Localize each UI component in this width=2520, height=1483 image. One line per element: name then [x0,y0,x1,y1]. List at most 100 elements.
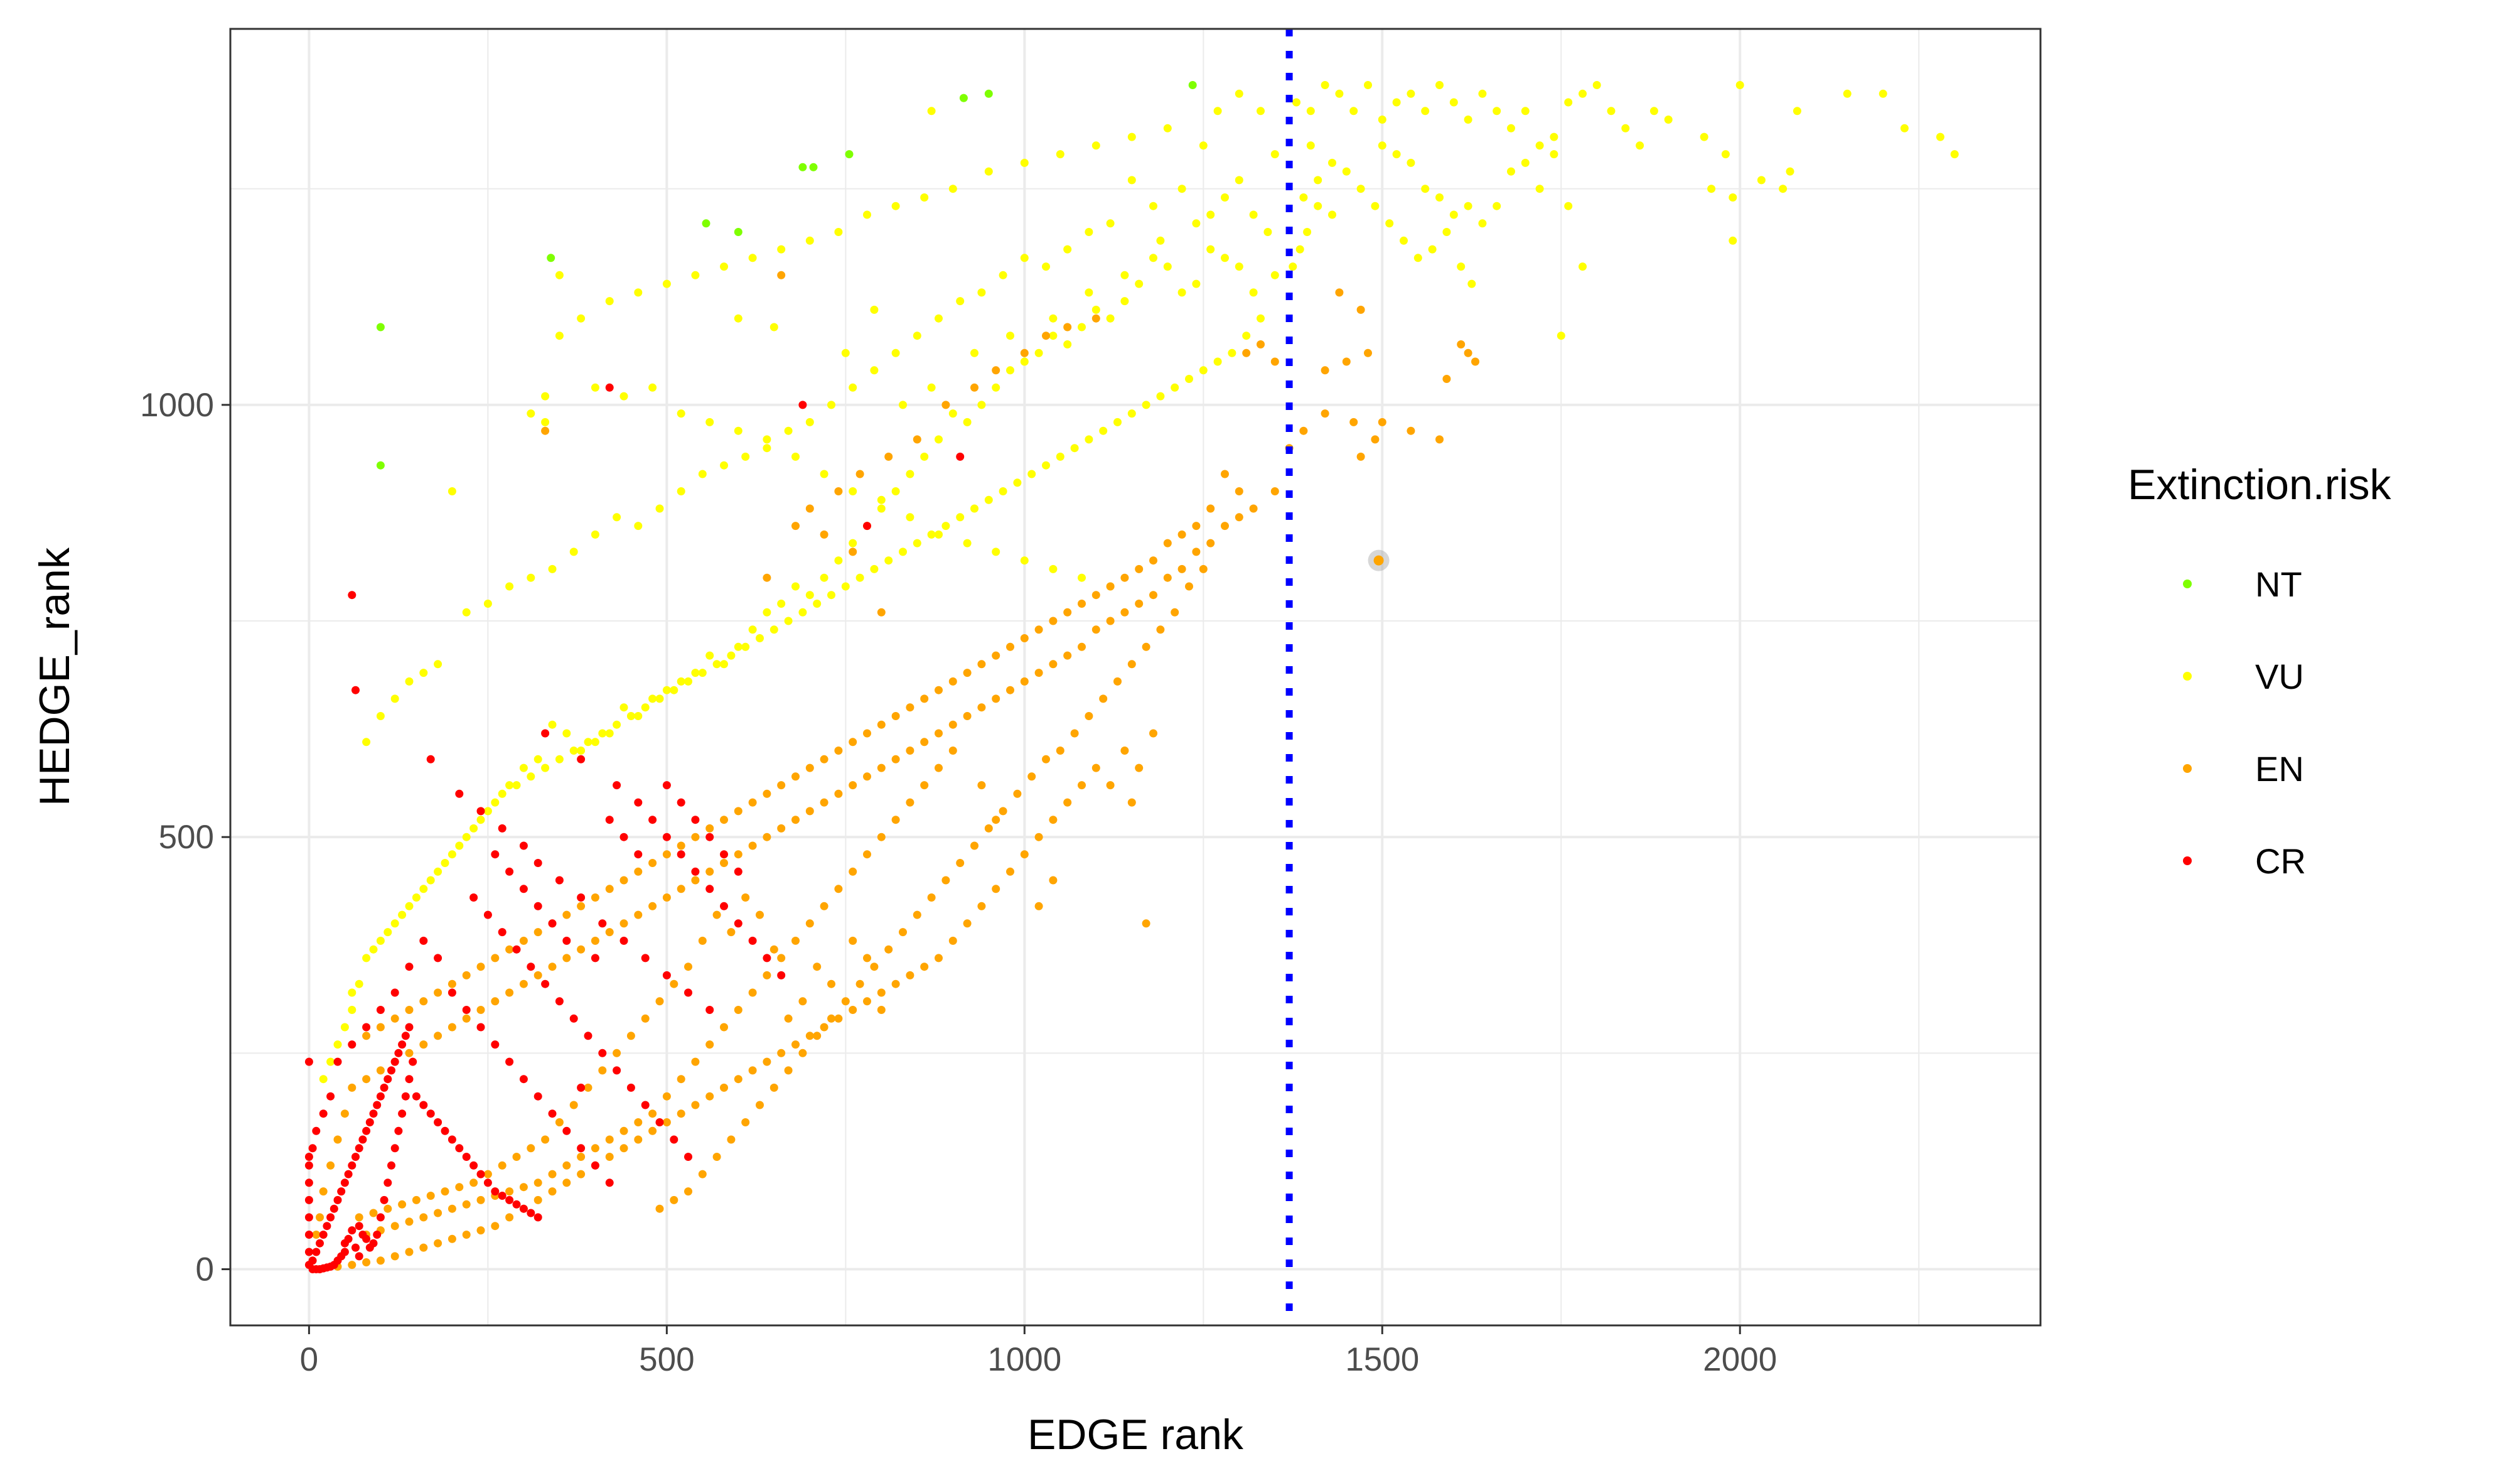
data-point-vu [1636,141,1644,150]
data-point-vu [1557,332,1565,340]
data-point-cr [598,1049,607,1057]
data-point-en [491,997,500,1006]
data-point-vu [734,642,743,651]
data-point-vu [849,383,857,392]
data-point-vu [1056,150,1064,159]
data-point-en [763,971,771,979]
data-point-en [533,928,542,937]
data-point-cr [419,1101,428,1109]
data-point-cr [348,1161,357,1170]
data-point-cr [777,971,786,979]
data-point-vu [1843,89,1852,98]
data-point-en [577,945,586,954]
data-point-cr [655,1118,664,1126]
data-point-en [906,971,914,979]
data-point-en [434,988,442,997]
data-point-en [948,720,957,729]
data-point-vu [1013,478,1022,487]
data-point-en [648,1109,657,1118]
data-point-vu [1113,418,1122,426]
data-point-vu [426,876,435,885]
data-point-en [505,1187,514,1196]
data-point-en [784,1014,793,1023]
data-point-cr [319,1109,328,1118]
data-point-vu [1127,176,1136,185]
data-point-en [1049,816,1058,824]
data-point-cr [344,1170,353,1178]
data-point-en [419,1243,428,1252]
data-point-en [941,401,950,409]
data-point-en [648,859,657,867]
data-point-nt [702,219,710,228]
data-point-en [820,798,828,807]
data-point-vu [1478,219,1487,228]
data-point-en [1221,522,1229,531]
data-point-vu [634,288,643,297]
data-point-cr [462,1153,471,1161]
data-point-en [548,963,557,971]
data-point-vu [619,392,628,401]
data-point-vu [1263,228,1272,236]
data-point-en [963,669,972,677]
data-point-cr [584,1032,592,1040]
data-point-vu [906,513,914,522]
data-point-en [1335,288,1344,297]
data-point-vu [1027,470,1036,478]
data-point-vu [698,669,707,677]
data-point-vu [834,228,843,236]
data-point-en [992,694,1000,703]
legend-key-vu [2183,672,2192,681]
data-point-cr [555,876,564,885]
data-point-en [891,755,900,763]
data-point-en [777,824,786,833]
data-point-vu [362,738,371,747]
data-point-vu [1328,210,1336,219]
data-point-vu [827,401,835,409]
data-point-vu [1270,150,1279,159]
data-point-en [877,763,886,772]
data-point-en [405,1217,414,1226]
data-point-en [977,781,986,790]
data-point-en [763,833,771,841]
data-point-vu [698,470,707,478]
data-point-en [712,910,721,919]
data-point-cr [448,1135,456,1144]
data-point-vu [1156,392,1165,401]
data-point-en [1142,642,1150,651]
data-point-en [455,1183,464,1192]
data-point-vu [1449,98,1458,107]
data-point-en [1063,608,1072,617]
data-point-vu [935,314,943,323]
data-point-en [798,997,807,1006]
data-point-en [820,902,828,910]
data-point-en [805,807,814,816]
data-point-en [992,366,1000,375]
data-point-vu [519,763,528,772]
data-point-en [891,979,900,988]
data-point-vu [1457,262,1466,271]
data-point-en [720,1083,728,1092]
data-point-en [935,686,943,694]
data-point-en [891,816,900,824]
axes: 0 500 1000 1500 2000 0 500 1000 [140,387,1777,1378]
data-point-en [841,997,850,1006]
data-point-en [849,738,857,747]
data-points [304,81,1959,1273]
data-point-vu [1049,564,1058,573]
data-point-vu [376,936,385,945]
data-point-en [462,1231,471,1239]
data-point-vu [977,401,986,409]
data-point-en [877,1006,886,1014]
data-point-en [1034,669,1043,677]
data-point-vu [1235,262,1243,271]
legend: Extinction.risk NT VU EN CR [2128,461,2391,881]
data-point-vu [1442,228,1451,236]
data-point-vu [462,833,471,841]
data-point-en [935,763,943,772]
data-point-en [498,1161,507,1170]
data-point-vu [1435,81,1444,89]
data-point-cr [705,1006,714,1014]
data-point-vu [369,945,378,954]
data-point-vu [763,608,771,617]
data-point-en [1020,850,1029,859]
